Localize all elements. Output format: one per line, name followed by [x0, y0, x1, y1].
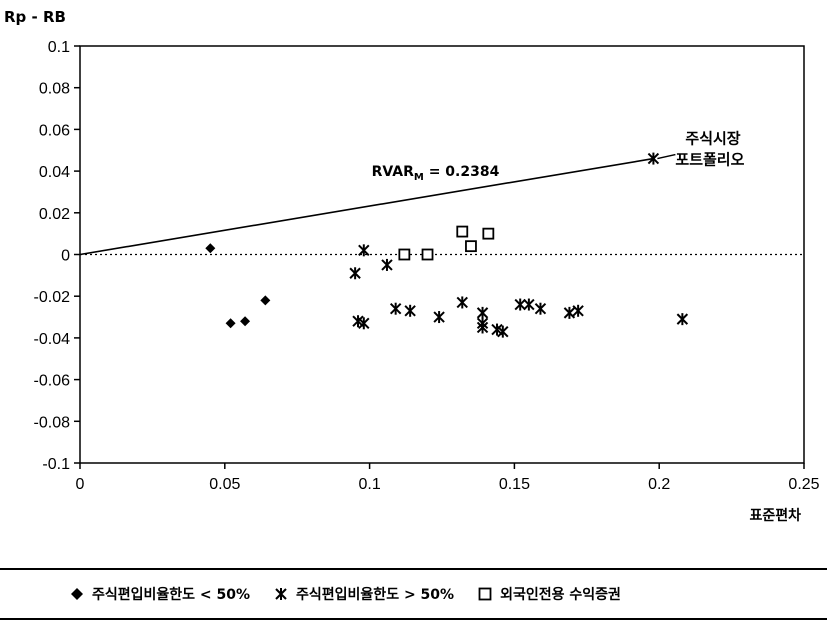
- x-tick-label: 0.15: [499, 476, 530, 493]
- x-tick-label: 0.1: [358, 476, 380, 493]
- legend-item-star: 주식편입비율한도 > 50%: [274, 584, 454, 604]
- market-label-line2: 포트폴리오: [675, 151, 744, 169]
- y-tick-label: -0.04: [34, 331, 71, 348]
- star-point: [497, 325, 509, 338]
- market-leader-line: [657, 153, 676, 160]
- rvar-line: [79, 157, 654, 256]
- star-point: [358, 244, 370, 257]
- y-tick-label: 0: [61, 248, 70, 265]
- x-tick-label: 0: [76, 476, 85, 493]
- star-point: [572, 304, 584, 317]
- star-point: [404, 304, 416, 317]
- star-point: [349, 267, 361, 280]
- square-point: [421, 248, 434, 261]
- scatter-chart: Rp - RB 0.1 0.08 0.06 0.04 0.02 0 -0.02 -0.04 -0…: [4, 8, 820, 524]
- star-marker-icon: [275, 588, 287, 600]
- y-tick-label: 0.1: [48, 39, 70, 56]
- y-tick-label: 0.08: [39, 81, 70, 98]
- x-axis: 0 0.05 0.1 0.15 0.2 0.25: [76, 463, 820, 493]
- y-tick-label: -0.02: [34, 289, 71, 306]
- y-axis-title: Rp - RB: [4, 8, 66, 26]
- star-point: [476, 306, 489, 319]
- star-point: [647, 152, 660, 165]
- legend-row: 주식편입비율한도 < 50% 주식편입비율한도 > 50% 외국인전용 수익증권: [70, 584, 807, 604]
- y-tick-label: 0.06: [39, 122, 70, 139]
- y-axis-label: Rp - RB: [4, 8, 66, 26]
- rvar-label: RVARM = 0.2384: [372, 164, 500, 183]
- y-axis: 0.1 0.08 0.06 0.04 0.02 0 -0.02 -0.04 -0.06 -0.08…: [34, 39, 80, 473]
- legend-label-square: 외국인전용 수익증권: [500, 587, 621, 603]
- x-tick-label: 0.05: [209, 476, 240, 493]
- star-point: [563, 306, 576, 319]
- star-point: [456, 296, 468, 309]
- market-label-line1: 주식시장: [685, 130, 740, 148]
- star-point: [389, 302, 402, 315]
- star-point: [476, 321, 489, 334]
- square-point: [482, 227, 495, 240]
- star-point: [676, 313, 689, 326]
- x-axis-label: 표준편차: [749, 507, 801, 524]
- x-tick-label: 0.2: [648, 476, 670, 493]
- square-point: [465, 240, 477, 253]
- diamond-point: [240, 316, 251, 327]
- star-point: [523, 298, 535, 311]
- star-point: [433, 311, 445, 324]
- y-tick-label: -0.08: [34, 414, 71, 431]
- star-point: [358, 317, 370, 330]
- diamond-point: [205, 243, 216, 254]
- y-tick-label: -0.06: [34, 373, 71, 390]
- diamond-marker-icon: [71, 588, 83, 600]
- x-tick-label: 0.25: [788, 476, 819, 493]
- diamond-point: [260, 295, 271, 306]
- legend: 주식편입비율한도 < 50% 주식편입비율한도 > 50% 외국인전용 수익증권: [0, 568, 827, 620]
- y-tick-label: 0.04: [39, 164, 70, 181]
- star-point: [514, 298, 526, 311]
- legend-label-star: 주식편입비율한도 > 50%: [296, 587, 455, 603]
- star-point: [381, 258, 393, 271]
- y-tick-label: -0.1: [42, 456, 70, 473]
- y-tick-label: 0.02: [39, 206, 70, 223]
- legend-item-square: 외국인전용 수익증권: [478, 584, 621, 604]
- legend-item-diamond: 주식편입비율한도 < 50%: [70, 584, 250, 604]
- square-marker-icon: [478, 587, 492, 601]
- legend-label-diamond: 주식편입비율한도 < 50%: [92, 587, 251, 603]
- diamond-point: [225, 318, 236, 329]
- star-point: [534, 302, 547, 315]
- data-points: [205, 152, 689, 338]
- square-point: [456, 225, 469, 238]
- square-point: [398, 248, 411, 261]
